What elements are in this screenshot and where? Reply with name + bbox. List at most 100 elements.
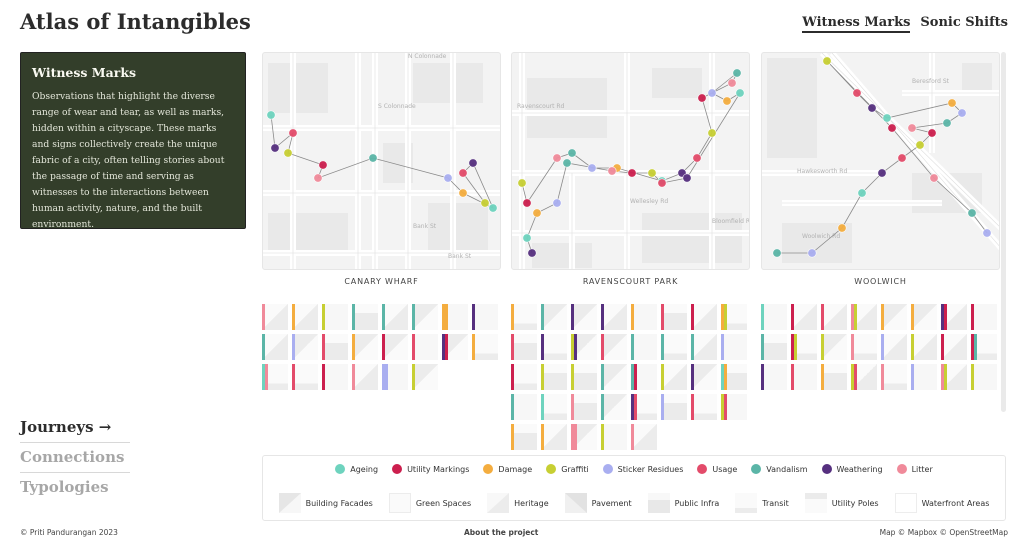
observation-tile[interactable] [511, 304, 537, 330]
observation-tile[interactable] [631, 364, 657, 390]
observation-marker[interactable] [887, 123, 897, 133]
observation-marker[interactable] [927, 128, 937, 138]
observation-tile[interactable] [322, 304, 348, 330]
observation-tile[interactable] [971, 334, 997, 360]
observation-tile[interactable] [721, 334, 747, 360]
map-woolwich[interactable]: Beresford St Hawkesworth Rd Woolwich Rd [761, 52, 1000, 270]
observation-tile[interactable] [571, 394, 597, 420]
observation-marker[interactable] [807, 248, 817, 258]
observation-marker[interactable] [567, 148, 577, 158]
observation-tile[interactable] [881, 334, 907, 360]
map-canvas-ravenscourt-park[interactable]: Ravenscourt Rd Wellesley Rd Bloomfield Rd [512, 53, 750, 270]
observation-tile[interactable] [631, 304, 657, 330]
observation-marker[interactable] [732, 68, 742, 78]
observation-tile[interactable] [571, 334, 597, 360]
about-link[interactable]: About the project [464, 528, 539, 537]
observation-marker[interactable] [852, 88, 862, 98]
observation-marker[interactable] [929, 173, 939, 183]
observation-marker[interactable] [947, 98, 957, 108]
observation-tile[interactable] [631, 394, 657, 420]
observation-marker[interactable] [822, 56, 832, 66]
observation-tile[interactable] [292, 304, 318, 330]
observation-marker[interactable] [587, 163, 597, 173]
observation-marker[interactable] [907, 123, 917, 133]
observation-marker[interactable] [735, 88, 745, 98]
observation-tile[interactable] [631, 424, 657, 450]
observation-marker[interactable] [522, 233, 532, 243]
observation-tile[interactable] [721, 394, 747, 420]
observation-tile[interactable] [601, 334, 627, 360]
observation-marker[interactable] [368, 153, 378, 163]
observation-tile[interactable] [352, 364, 378, 390]
observation-marker[interactable] [697, 93, 707, 103]
observation-tile[interactable] [851, 304, 877, 330]
observation-tile[interactable] [352, 304, 378, 330]
observation-tile[interactable] [791, 364, 817, 390]
observation-marker[interactable] [480, 198, 490, 208]
observation-marker[interactable] [867, 103, 877, 113]
legend-pavement[interactable]: Pavement [564, 493, 632, 513]
observation-tile[interactable] [511, 334, 537, 360]
observation-tile[interactable] [382, 304, 408, 330]
observation-tile[interactable] [511, 424, 537, 450]
observation-marker[interactable] [318, 160, 328, 170]
legend-vandalism[interactable]: Vandalism [751, 464, 808, 474]
legend-damage[interactable]: Damage [483, 464, 532, 474]
legend-utility-markings[interactable]: Utility Markings [392, 464, 469, 474]
observation-tile[interactable] [601, 364, 627, 390]
observation-tile[interactable] [571, 424, 597, 450]
nav-journeys[interactable]: Journeys → [20, 413, 130, 443]
observation-tile[interactable] [911, 304, 937, 330]
observation-tile[interactable] [601, 424, 627, 450]
nav-connections[interactable]: Connections [20, 443, 130, 473]
observation-tile[interactable] [601, 394, 627, 420]
observation-tile[interactable] [442, 304, 468, 330]
observation-marker[interactable] [692, 153, 702, 163]
observation-marker[interactable] [517, 178, 527, 188]
observation-tile[interactable] [911, 364, 937, 390]
observation-tile[interactable] [691, 304, 717, 330]
observation-tile[interactable] [851, 364, 877, 390]
nav-typologies[interactable]: Typologies [20, 478, 109, 496]
observation-tile[interactable] [941, 334, 967, 360]
observation-tile[interactable] [661, 394, 687, 420]
legend-graffiti[interactable]: Graffiti [546, 464, 589, 474]
observation-marker[interactable] [607, 166, 617, 176]
observation-marker[interactable] [957, 108, 967, 118]
observation-marker[interactable] [647, 168, 657, 178]
observation-tile[interactable] [881, 304, 907, 330]
map-canvas-woolwich[interactable]: Beresford St Hawkesworth Rd Woolwich Rd [762, 53, 1000, 270]
observation-marker[interactable] [527, 248, 537, 258]
observation-marker[interactable] [877, 168, 887, 178]
observation-tile[interactable] [412, 304, 438, 330]
legend-utility-poles[interactable]: Utility Poles [804, 493, 879, 513]
observation-tile[interactable] [691, 364, 717, 390]
observation-marker[interactable] [837, 223, 847, 233]
observation-tile[interactable] [571, 364, 597, 390]
observation-tile[interactable] [541, 424, 567, 450]
legend-sticker-residues[interactable]: Sticker Residues [602, 464, 683, 474]
observation-tile[interactable] [472, 304, 498, 330]
observation-marker[interactable] [270, 143, 280, 153]
observation-tile[interactable] [511, 394, 537, 420]
observation-tile[interactable] [601, 304, 627, 330]
observation-tile[interactable] [322, 334, 348, 360]
observation-tile[interactable] [881, 364, 907, 390]
legend-waterfront-areas[interactable]: Waterfront Areas [894, 493, 989, 513]
observation-marker[interactable] [982, 228, 992, 238]
observation-marker[interactable] [707, 128, 717, 138]
observation-tile[interactable] [761, 364, 787, 390]
observation-tile[interactable] [541, 394, 567, 420]
map-ravenscourt-park[interactable]: Ravenscourt Rd Wellesley Rd Bloomfield Rd [511, 52, 750, 270]
map-canary-wharf[interactable]: N Colonnade S Colonnade Bank St Bank St [262, 52, 501, 270]
observation-tile[interactable] [352, 334, 378, 360]
legend-heritage[interactable]: Heritage [487, 493, 549, 513]
legend-green-spaces[interactable]: Green Spaces [388, 493, 471, 513]
observation-marker[interactable] [657, 178, 667, 188]
observation-tile[interactable] [541, 334, 567, 360]
observation-tile[interactable] [661, 334, 687, 360]
observation-tile[interactable] [971, 364, 997, 390]
observation-tile[interactable] [971, 304, 997, 330]
observation-tile[interactable] [571, 304, 597, 330]
observation-tile[interactable] [382, 364, 408, 390]
